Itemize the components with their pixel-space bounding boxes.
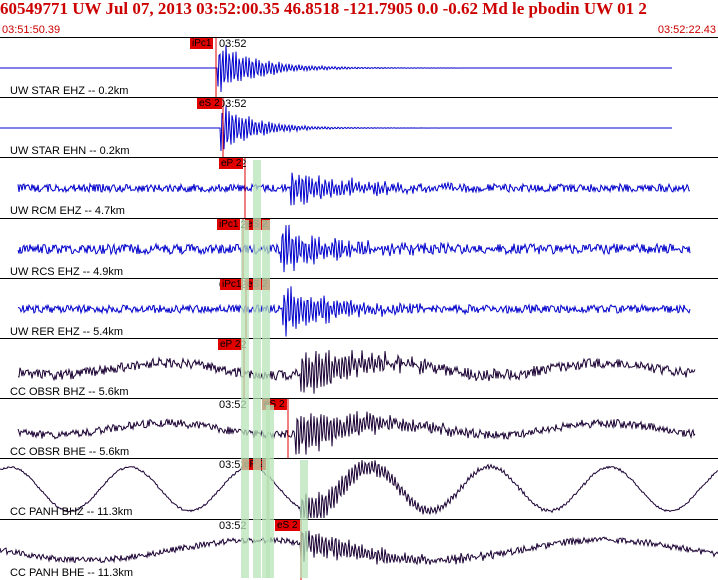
waveform-line [0, 530, 718, 565]
panel-time-label: 03:52 [219, 38, 247, 50]
pick-label[interactable]: eP 2 [242, 459, 267, 471]
trace-panel[interactable]: 03:52 CC OBSR BHE -- 5.6km eS 2 [0, 398, 718, 460]
waveform-trace [17, 399, 696, 460]
panel-time-label: 03:52 [219, 519, 247, 532]
waveform-line [18, 350, 696, 394]
trace-panel[interactable]: 03:52 UW STAR EHN -- 0.2km eS 2 [0, 97, 718, 159]
waveform-line [0, 106, 672, 152]
panel-time-label: 03:52 [219, 98, 247, 111]
waveform-trace [0, 38, 672, 98]
pick-label[interactable]: iPc1 [217, 218, 241, 230]
station-label: UW RCM EHZ -- 4.7km [10, 205, 125, 218]
waveform-trace [0, 98, 672, 159]
pick-label[interactable]: eP 2 [219, 158, 244, 170]
waveform-line [17, 286, 691, 337]
panel-time-label: 03:52 [219, 399, 247, 412]
station-label: CC PANH BHZ -- 11.3km [10, 506, 133, 519]
station-label: UW RCS EHZ -- 4.9km [10, 265, 124, 278]
pick-label[interactable]: eS 2 [262, 399, 287, 411]
panel-time-label: 03:52 [219, 459, 247, 472]
station-label: UW RER EHZ -- 5.4km [10, 325, 124, 338]
trace-panel[interactable]: 03:52 CC PANH BHZ -- 11.3km eP 2 [0, 458, 718, 520]
station-label: UW STAR EHZ -- 0.2km [10, 85, 129, 97]
event-title: 60549771 UW Jul 07, 2013 03:52:00.35 46.… [0, 0, 647, 18]
end-time: 03:52:22.43 [657, 24, 716, 36]
pick-label[interactable]: eS 2 [197, 98, 222, 110]
header-bar: 60549771 UW Jul 07, 2013 03:52:00.35 46.… [0, 0, 718, 36]
waveform-line [17, 224, 691, 272]
station-label: CC OBSR BHZ -- 5.6km [10, 386, 129, 398]
pick-label[interactable]: eS 2 [275, 519, 300, 531]
pick-label[interactable]: eP 2 [218, 339, 243, 350]
pick-label[interactable]: iPc1 [220, 278, 244, 290]
pick-label[interactable]: eS 2 [245, 278, 270, 290]
start-time: 03:51:50.39 [2, 24, 61, 36]
waveform-line [0, 460, 718, 519]
waveform-line [0, 45, 672, 93]
trace-panel[interactable]: 03:52 CC PANH BHE -- 11.3km eS 2 [0, 518, 718, 580]
waveform-line [17, 411, 696, 455]
waveform-line [17, 173, 691, 206]
station-label: CC PANH BHE -- 11.3km [10, 566, 134, 579]
waveform-trace [17, 158, 691, 219]
pick-label[interactable]: eS 2 [245, 218, 270, 230]
station-label: CC OBSR BHE -- 5.6km [10, 446, 130, 459]
station-label: UW STAR EHN -- 0.2km [10, 145, 130, 158]
pick-label[interactable]: iPc1 [190, 38, 214, 49]
trace-panel[interactable]: 03:52 UW STAR EHZ -- 0.2km iPc1 [0, 37, 718, 98]
